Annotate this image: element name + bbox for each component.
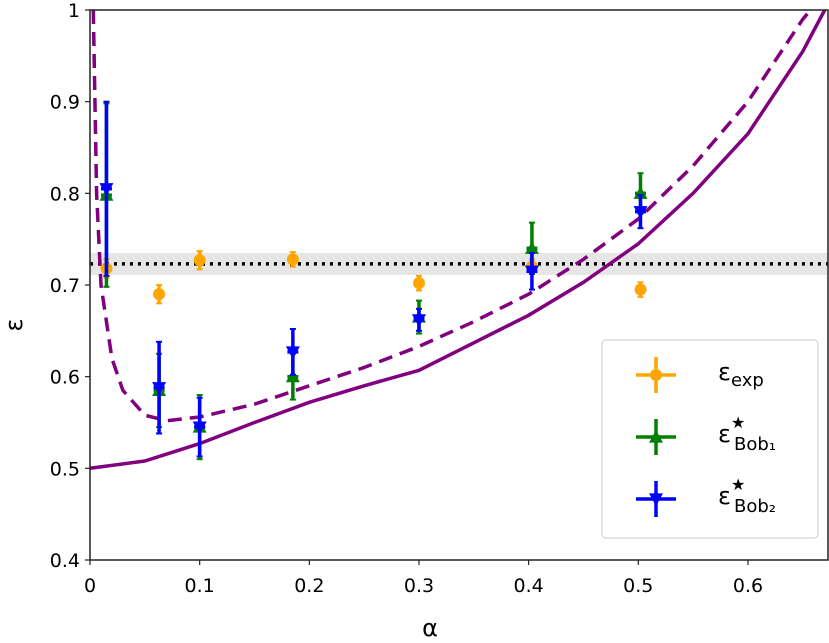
y-tick-label: 0.9: [50, 92, 80, 114]
point: [634, 283, 647, 296]
curve: [90, 10, 827, 471]
point: [633, 206, 648, 219]
point: [411, 314, 426, 327]
legend-subscript: exp: [731, 370, 764, 391]
y-tick-label: 0.4: [50, 550, 80, 572]
legend-label: ε★ Bob₁: [718, 413, 776, 455]
point: [152, 382, 167, 395]
x-tick-label: 0.2: [294, 575, 324, 597]
point: [193, 254, 206, 267]
point: [285, 369, 300, 383]
point: [286, 253, 299, 266]
point: [524, 265, 539, 279]
point: [285, 346, 300, 359]
legend-superscript: ★: [731, 413, 745, 432]
y-tick-label: 0.6: [50, 367, 80, 389]
y-tick-label: 0.7: [50, 275, 80, 297]
legend-label: εexp: [718, 358, 764, 391]
x-tick-label: 0.6: [733, 575, 763, 597]
point: [412, 277, 425, 290]
point: [192, 421, 207, 435]
x-tick-label: 0.3: [404, 575, 434, 597]
legend-label: ε★ Bob₂: [718, 475, 776, 517]
plot-area: [90, 10, 828, 471]
legend-subscript: Bob₁: [734, 434, 776, 455]
legend-name: ε: [718, 482, 731, 510]
point: [649, 493, 663, 506]
point: [633, 186, 648, 199]
x-tick-label: 0: [84, 575, 96, 597]
x-axis-label: α: [422, 614, 438, 642]
y-axis-label: ε: [0, 319, 28, 332]
point: [650, 369, 662, 381]
y-tick-label: 0.8: [50, 183, 80, 205]
x-tick-label: 0.4: [514, 575, 544, 597]
legend-box: [601, 339, 819, 539]
x-tick-label: 0.5: [623, 575, 653, 597]
point: [649, 430, 663, 443]
point: [99, 183, 114, 196]
curve: [91, 10, 812, 423]
legend-subscript: Bob₂: [734, 496, 776, 517]
x-tick-label: 0.1: [185, 575, 215, 597]
legend-superscript: ★: [731, 475, 745, 494]
point: [153, 288, 166, 301]
point: [524, 241, 539, 254]
legend-name: ε: [718, 358, 731, 386]
legend-name: ε: [718, 420, 731, 448]
y-tick-label: 1: [68, 0, 80, 22]
y-tick-label: 0.5: [50, 458, 80, 480]
